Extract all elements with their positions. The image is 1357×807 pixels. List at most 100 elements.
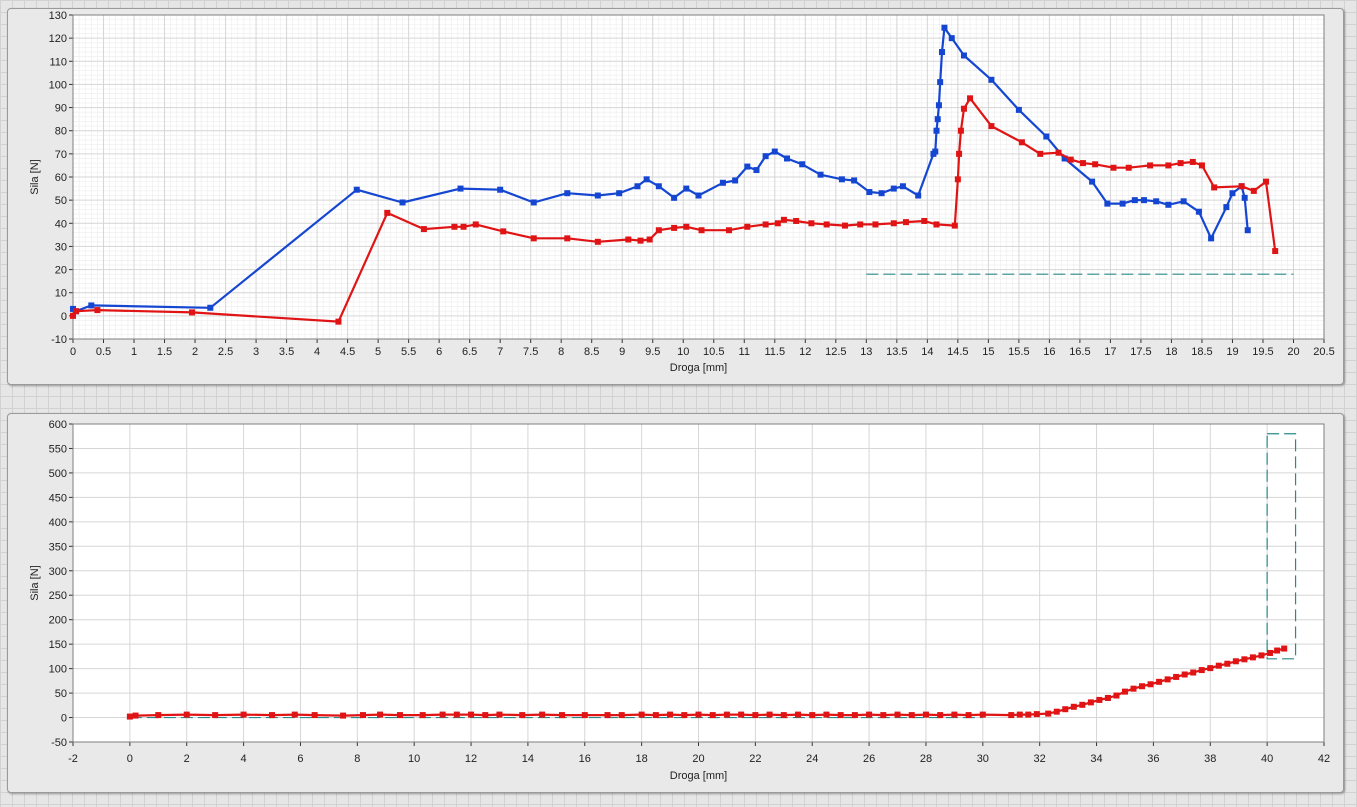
bottom-series-0-point (1008, 712, 1015, 719)
top-series-0-point (564, 190, 571, 197)
bottom-series-0-point (1121, 688, 1128, 695)
bottom-series-0-point (1156, 678, 1163, 685)
top-series-1-point (637, 237, 644, 244)
bottom-series-0-point (439, 711, 446, 718)
bottom-y-tick-label: 200 (49, 615, 67, 627)
bottom-series-0-point (1104, 694, 1111, 701)
top-series-1-point (933, 221, 940, 228)
top-x-tick-label: 14.5 (947, 346, 968, 358)
top-series-1-point (1198, 162, 1205, 169)
top-series-1-point (1079, 160, 1086, 167)
top-x-tick-label: 4 (314, 346, 320, 358)
top-series-1-point (500, 228, 507, 235)
top-x-tick-label: 16 (1043, 346, 1055, 358)
top-series-0-point (935, 102, 942, 109)
bottom-series-0-point (1087, 699, 1094, 706)
top-series-0-point (695, 192, 702, 199)
bottom-x-tick-label: -2 (68, 753, 78, 765)
top-series-0-point (70, 305, 76, 312)
top-x-tick-label: 1.5 (157, 346, 172, 358)
top-x-tick-label: 3.5 (279, 346, 294, 358)
top-x-tick-label: 0.5 (96, 346, 111, 358)
top-x-tick-label: 18 (1165, 346, 1177, 358)
bottom-series-0-point (667, 711, 674, 718)
bottom-series-0-point (396, 712, 403, 719)
bottom-series-0-point (539, 711, 546, 718)
bottom-series-0-point (1224, 660, 1231, 667)
top-series-1-point (1055, 149, 1062, 156)
top-y-tick-label: 70 (55, 149, 67, 161)
bottom-series-0-point (922, 711, 929, 718)
bottom-series-0-point (1062, 706, 1069, 713)
bottom-y-tick-label: 600 (49, 419, 67, 431)
top-x-tick-label: 19 (1226, 346, 1238, 358)
bottom-series-0-point (1113, 692, 1120, 699)
top-series-0-point (1229, 190, 1236, 197)
top-series-0-point (933, 127, 940, 134)
top-y-axis-label: Sila [N] (29, 159, 41, 194)
top-series-0-point (1195, 208, 1202, 215)
top-series-1-point (960, 105, 967, 112)
top-series-1-point (188, 309, 195, 316)
bottom-series-0-point (1266, 649, 1273, 656)
bottom-series-0-point (377, 711, 384, 718)
bottom-series-0-point (1164, 676, 1171, 683)
bottom-series-0-point (559, 712, 566, 719)
bottom-series-0-point (908, 712, 915, 719)
bottom-x-tick-label: 32 (1034, 753, 1046, 765)
top-series-0-point (851, 177, 858, 184)
top-series-1-point (70, 312, 76, 319)
top-series-0-point (616, 190, 623, 197)
top-series-1-point (1125, 164, 1132, 171)
top-x-tick-label: 5 (375, 346, 381, 358)
bottom-y-tick-label: -50 (51, 737, 67, 749)
top-series-0-point (634, 183, 641, 190)
bottom-x-tick-label: 12 (465, 753, 477, 765)
top-y-tick-label: -10 (51, 334, 67, 346)
bottom-y-tick-label: 300 (49, 566, 67, 578)
top-series-0-point (1089, 178, 1096, 185)
top-x-tick-label: 12.5 (825, 346, 846, 358)
bottom-x-tick-label: 14 (522, 753, 534, 765)
top-series-1-point (902, 219, 909, 226)
bottom-y-tick-label: 0 (61, 713, 67, 725)
bottom-series-0-point (723, 711, 730, 718)
top-series-0-point (1244, 227, 1251, 234)
top-y-tick-label: 20 (55, 265, 67, 277)
top-series-0-point (988, 76, 995, 83)
bottom-series-0-point (894, 711, 901, 718)
bottom-series-0-point (1033, 711, 1040, 718)
top-series-0-point (948, 35, 955, 42)
top-x-tick-label: 0 (70, 346, 76, 358)
bottom-series-0-point (1274, 647, 1281, 654)
bottom-x-tick-label: 6 (297, 753, 303, 765)
top-x-tick-label: 7.5 (523, 346, 538, 358)
top-series-0-point (960, 52, 967, 59)
top-series-1-point (646, 236, 653, 243)
top-x-tick-label: 8.5 (584, 346, 599, 358)
top-y-tick-label: 120 (49, 33, 67, 45)
bottom-series-0-point (1053, 708, 1060, 715)
top-x-tick-label: 19.5 (1252, 346, 1273, 358)
bottom-series-0-point (468, 711, 475, 718)
bottom-series-0-point (581, 712, 588, 719)
top-x-tick-label: 16.5 (1069, 346, 1090, 358)
bottom-x-tick-label: 26 (863, 753, 875, 765)
top-x-tick-label: 1 (131, 346, 137, 358)
top-series-0-point (941, 24, 948, 31)
top-x-tick-label: 18.5 (1191, 346, 1212, 358)
top-series-1-point (872, 221, 879, 228)
bottom-series-0-point (1215, 662, 1222, 669)
bottom-x-tick-label: 42 (1318, 753, 1330, 765)
bottom-y-tick-label: 550 (49, 443, 67, 455)
bottom-y-tick-label: 150 (49, 639, 67, 651)
top-y-tick-label: 30 (55, 241, 67, 253)
bottom-series-0-point (1190, 669, 1197, 676)
top-series-0-point (1180, 198, 1187, 205)
bottom-x-tick-label: 40 (1261, 753, 1273, 765)
top-series-1-point (921, 217, 928, 224)
bottom-series-0-point (1232, 658, 1239, 665)
top-series-0-point (719, 179, 726, 186)
bottom-x-tick-label: 2 (184, 753, 190, 765)
bottom-x-tick-label: 18 (636, 753, 648, 765)
